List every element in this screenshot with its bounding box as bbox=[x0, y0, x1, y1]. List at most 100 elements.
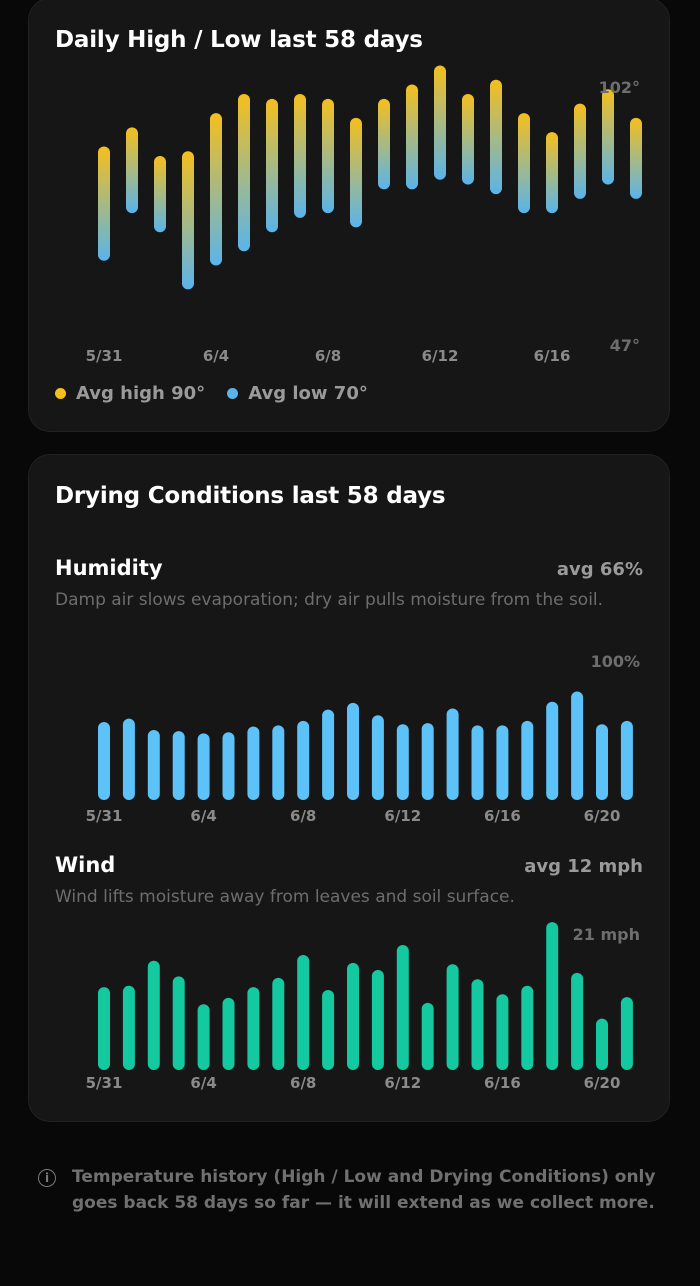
humidity-bar bbox=[347, 702, 359, 800]
avg-low-label: Avg low 70° bbox=[248, 383, 368, 404]
temp-legend: Avg high 90° Avg low 70° bbox=[55, 383, 390, 404]
humidity-bar bbox=[396, 724, 409, 800]
humidity-bar bbox=[297, 720, 310, 800]
x-tick-label: 5/31 bbox=[86, 807, 123, 825]
temp-range-bar bbox=[350, 117, 362, 228]
temp-range-bar bbox=[98, 146, 110, 261]
temperature-card-title: Daily High / Low last 58 days bbox=[55, 27, 423, 53]
humidity-bar bbox=[546, 701, 559, 800]
humidity-bar bbox=[98, 722, 110, 800]
humidity-description: Damp air slows evaporation; dry air pull… bbox=[55, 590, 604, 610]
humidity-bar bbox=[371, 715, 384, 800]
wind-bar bbox=[371, 970, 384, 1070]
wind-bar bbox=[546, 922, 559, 1070]
x-tick-label: 6/20 bbox=[584, 1074, 621, 1092]
humidity-bar bbox=[596, 724, 608, 800]
humidity-bar bbox=[222, 732, 235, 800]
wind-chart: 5/31 6/4 6/8 6/12 6/16 6/20 21 mph bbox=[86, 922, 640, 1092]
x-tick-label: 6/4 bbox=[203, 347, 229, 365]
humidity-bar bbox=[496, 725, 509, 800]
humidity-bar bbox=[521, 720, 534, 800]
wind-bar bbox=[322, 990, 335, 1070]
humidity-title: Humidity bbox=[55, 556, 163, 580]
humidity-bar bbox=[620, 720, 633, 800]
x-tick-label: 6/16 bbox=[484, 807, 521, 825]
temp-range-bar bbox=[518, 113, 530, 214]
high-low-chart: 5/31 6/4 6/8 6/12 6/16 102° 47° bbox=[86, 65, 642, 365]
temp-range-bar bbox=[238, 94, 250, 252]
wind-avg: avg 12 mph bbox=[524, 856, 643, 877]
wind-bar bbox=[347, 962, 359, 1070]
avg-low-dot bbox=[227, 388, 239, 399]
humidity-bar bbox=[122, 718, 135, 800]
avg-high-dot bbox=[55, 388, 66, 399]
wind-bar bbox=[446, 964, 459, 1070]
temp-range-bar bbox=[602, 89, 614, 185]
wind-bar bbox=[596, 1018, 608, 1070]
temp-range-bar bbox=[574, 103, 586, 199]
temp-range-bar bbox=[630, 117, 642, 199]
wind-bar bbox=[297, 955, 310, 1070]
wind-bar bbox=[496, 994, 509, 1070]
humidity-max-label: 100% bbox=[591, 652, 640, 671]
temp-range-bar bbox=[406, 84, 418, 190]
x-tick-label: 5/31 bbox=[86, 1074, 123, 1092]
temp-range-bar bbox=[210, 113, 222, 266]
wind-bar bbox=[396, 945, 409, 1070]
humidity-bar bbox=[322, 709, 335, 800]
wind-bar bbox=[571, 972, 584, 1070]
history-note: i Temperature history (High / Low and Dr… bbox=[38, 1164, 668, 1216]
humidity-bar bbox=[247, 726, 260, 800]
wind-bar bbox=[247, 987, 260, 1070]
wind-max-label: 21 mph bbox=[573, 925, 640, 944]
wind-bar bbox=[421, 1002, 434, 1070]
wind-bar bbox=[197, 1004, 210, 1070]
wind-bar bbox=[272, 977, 285, 1070]
humidity-bar bbox=[272, 725, 285, 800]
legend-avg-low: Avg low 70° bbox=[227, 383, 368, 404]
wind-bar bbox=[620, 997, 633, 1070]
x-tick-label: 6/12 bbox=[384, 807, 421, 825]
avg-high-label: Avg high 90° bbox=[76, 383, 206, 404]
temp-max-label: 102° bbox=[599, 78, 640, 97]
wind-bar bbox=[172, 976, 185, 1070]
wind-bar bbox=[471, 979, 484, 1070]
humidity-bar bbox=[421, 723, 434, 800]
temp-range-bar bbox=[266, 98, 278, 233]
drying-conditions-card: Drying Conditions last 58 days Humidity … bbox=[28, 454, 670, 1122]
x-tick-label: 6/20 bbox=[584, 807, 621, 825]
wind-title: Wind bbox=[55, 853, 116, 877]
temperature-card: Daily High / Low last 58 days 5/31 6/4 6/8… bbox=[28, 0, 670, 432]
temp-range-bar bbox=[126, 127, 138, 214]
humidity-chart: 5/31 6/4 6/8 6/12 6/16 6/20 100% bbox=[86, 652, 640, 825]
x-tick-label: 6/12 bbox=[422, 347, 459, 365]
x-tick-label: 6/8 bbox=[290, 807, 316, 825]
x-tick-label: 6/8 bbox=[315, 347, 341, 365]
x-tick-label: 6/4 bbox=[190, 1074, 216, 1092]
drying-card-title: Drying Conditions last 58 days bbox=[55, 483, 446, 509]
x-tick-label: 5/31 bbox=[86, 347, 123, 365]
temp-range-bar bbox=[546, 132, 558, 214]
humidity-bar bbox=[147, 729, 160, 800]
temp-range-bar bbox=[490, 79, 502, 195]
info-icon: i bbox=[38, 1169, 56, 1187]
x-tick-label: 6/16 bbox=[484, 1074, 521, 1092]
wind-bar bbox=[122, 985, 135, 1070]
legend-avg-high: Avg high 90° bbox=[55, 383, 205, 404]
x-tick-label: 6/16 bbox=[534, 347, 571, 365]
humidity-bar bbox=[172, 731, 185, 800]
x-tick-label: 6/8 bbox=[290, 1074, 316, 1092]
wind-bar bbox=[147, 960, 160, 1070]
temp-range-bar bbox=[294, 94, 306, 218]
wind-description: Wind lifts moisture away from leaves and… bbox=[55, 887, 515, 907]
temp-range-bar bbox=[378, 98, 390, 190]
humidity-bar bbox=[197, 733, 210, 800]
humidity-avg: avg 66% bbox=[556, 559, 643, 580]
x-tick-label: 6/12 bbox=[384, 1074, 421, 1092]
humidity-bar bbox=[471, 725, 484, 800]
temp-range-bar bbox=[434, 65, 446, 180]
temp-range-bar bbox=[154, 155, 166, 233]
history-note-text: Temperature history (High / Low and Dryi… bbox=[72, 1167, 656, 1213]
temp-min-label: 47° bbox=[610, 336, 640, 355]
wind-bar bbox=[521, 985, 534, 1070]
